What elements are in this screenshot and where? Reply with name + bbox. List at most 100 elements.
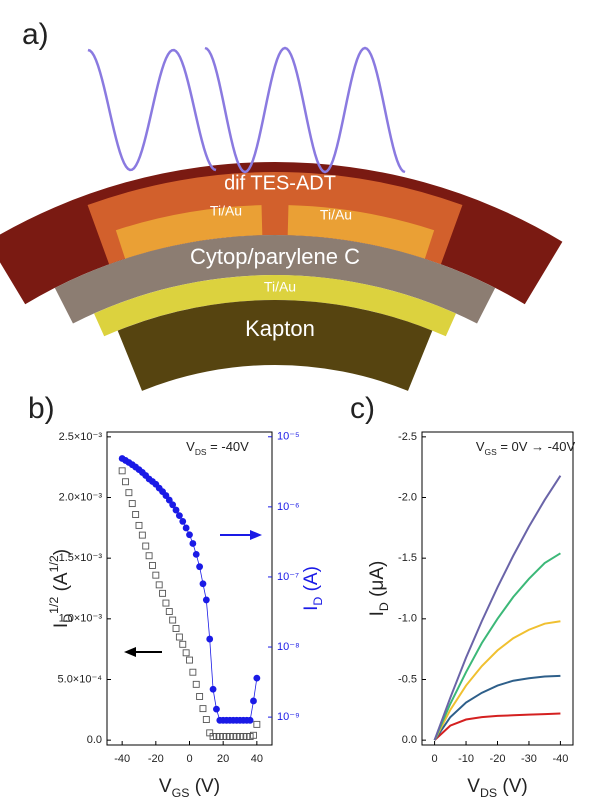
x-tick-label: -10 [458,753,474,765]
label-part: (V) [189,776,220,797]
square-marker [170,617,176,623]
circle-marker [200,580,207,587]
square-marker [129,501,135,507]
panel-label: a) [22,18,49,51]
y-tick-label: -1.0 [398,613,417,625]
square-marker [126,490,132,496]
square-marker [119,468,125,474]
light-wave [88,50,216,170]
label-part: DS [480,786,497,800]
label-part: (μA) [367,561,388,603]
y-tick-label: -0.5 [398,673,417,685]
x-tick-label: 0 [186,753,192,765]
y-tick-label: -1.5 [398,552,417,564]
square-marker [173,626,179,632]
label-part: GS [485,447,498,457]
series-line [435,553,561,740]
label-part: V [476,439,485,454]
y-tick-label: 2.0×10⁻³ [59,491,103,503]
square-marker [254,721,260,727]
square-marker [133,511,139,517]
square-marker [193,681,199,687]
series-line [435,676,561,740]
label-part: GS [172,786,190,800]
square-marker [180,641,186,647]
circle-marker [189,540,196,547]
circle-marker [196,563,203,570]
axis-label: VDS (V) [467,776,527,800]
square-marker [146,553,152,559]
axis-label: ID (A) [301,566,325,611]
label-part: (A) [301,566,322,597]
label-part: (A [51,572,72,597]
label-part: ) [51,549,72,555]
light-wave [205,48,405,172]
circle-marker [186,531,193,538]
label-part: D [311,597,325,606]
circle-marker [203,597,210,604]
y-tick-label: 0.0 [402,734,417,746]
square-marker [153,572,159,578]
circle-marker [210,686,217,693]
arrow-head [124,647,136,657]
layer-label: dif TES-ADT [224,172,336,194]
square-marker [203,717,209,723]
label-part: 1/2 [47,555,61,572]
axis-label: VGS = 0V → -40V [476,439,576,457]
plot-frame [107,432,272,745]
x-tick-label: 20 [217,753,229,765]
circle-marker [179,518,186,525]
arrow-head [250,530,262,540]
label-part: DS [195,447,207,457]
square-marker [190,669,196,675]
series-line [435,713,561,740]
circle-marker [176,512,183,519]
y-tick-label: 0.0 [87,734,102,746]
circle-marker [253,675,260,682]
layer-label: Ti/Au [264,279,296,295]
y2-tick-label: 10⁻⁹ [277,711,300,723]
square-marker [183,650,189,656]
x-tick-label: 0 [432,753,438,765]
series-line [435,621,561,740]
y-tick-label: -2.5 [398,431,417,443]
label-part: 1/2 [47,597,61,614]
panel-label: b) [28,392,55,425]
label-part: V [186,439,195,454]
square-marker [149,562,155,568]
panel-label: c) [350,392,375,425]
y-tick-label: 2.5×10⁻³ [59,431,103,443]
x-tick-label: -40 [552,753,568,765]
label-part: V [467,776,480,797]
label-part: D [377,602,391,611]
circle-marker [250,698,257,705]
layer-label: Ti/Au [210,203,242,219]
label-part: = 0V → -40V [497,439,576,454]
y2-tick-label: 10⁻⁶ [277,501,300,513]
square-marker [163,600,169,606]
square-marker [166,609,172,615]
circle-marker [193,551,200,558]
label-part: D [61,614,75,623]
circle-marker [183,525,190,532]
square-marker [156,582,162,588]
circle-marker [247,717,254,724]
series-line [122,458,257,720]
circle-marker [213,706,220,713]
axis-label: VDS = -40V [186,439,249,457]
x-tick-label: -30 [521,753,537,765]
square-marker [123,479,129,485]
figure: dif TES-ADT Ti/Au Ti/Au Cytop/parylene C Ti/… [0,0,594,801]
square-marker [139,532,145,538]
y-tick-label: 5.0×10⁻⁴ [58,673,103,685]
square-marker [197,693,203,699]
square-marker [143,543,149,549]
series-line [435,476,561,740]
square-marker [176,634,182,640]
device-diagram: dif TES-ADT Ti/Au Ti/Au Cytop/parylene C Ti/… [0,48,562,391]
layer-label: Cytop/parylene C [190,244,360,269]
label-part: V [159,776,172,797]
axis-label: VGS (V) [159,776,220,800]
x-tick-label: 40 [251,753,263,765]
layer-label: Ti/Au [320,207,352,223]
